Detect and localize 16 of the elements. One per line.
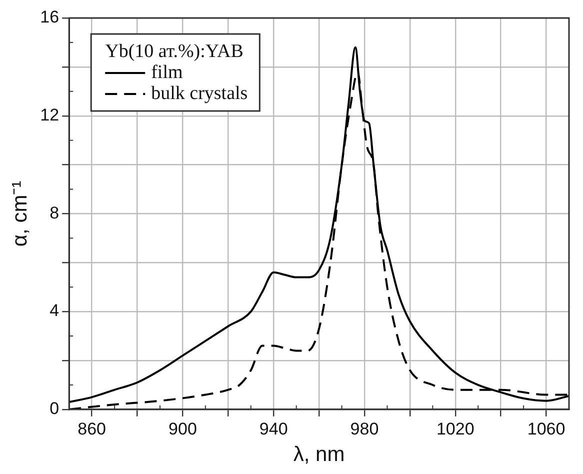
y-tick-label: 16	[40, 8, 60, 27]
legend-label: bulk crystals	[151, 82, 248, 104]
y-tick-label: 12	[40, 106, 60, 125]
y-tick-label: 8	[50, 203, 60, 222]
legend-title: Yb(10 ат.%):YAB	[105, 40, 244, 62]
y-tick-label: 4	[50, 301, 60, 320]
legend-label: film	[151, 62, 183, 83]
x-tick-label: 900	[168, 419, 197, 438]
x-tick-label: 980	[350, 419, 379, 438]
x-axis-title: λ, nm	[293, 443, 345, 466]
x-tick-label: 860	[78, 419, 106, 438]
y-tick-label: 0	[50, 399, 60, 418]
x-tick-label: 1020	[436, 419, 474, 438]
y-axis-title: α, cm⁻¹	[8, 180, 32, 247]
x-tick-label: 1060	[527, 419, 566, 438]
x-tick-label: 940	[259, 419, 288, 438]
